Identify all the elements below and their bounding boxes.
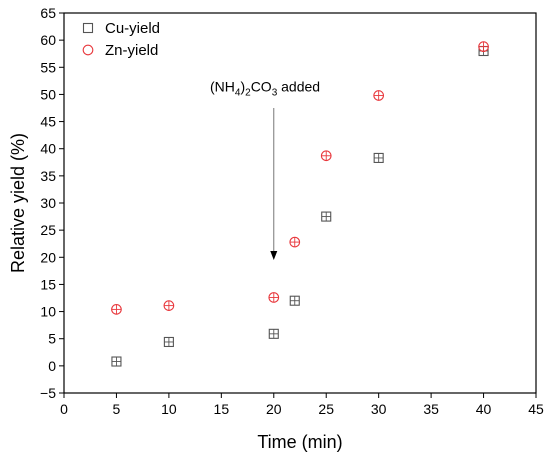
- y-tick-label: 30: [40, 195, 56, 211]
- data-point: [373, 90, 385, 101]
- x-tick-label: 35: [423, 401, 439, 417]
- data-point: [268, 292, 280, 303]
- y-axis-title: Relative yield (%): [8, 133, 28, 273]
- x-tick-label: 45: [528, 401, 544, 417]
- y-tick-label: 20: [40, 249, 56, 265]
- y-tick-label: 10: [40, 304, 56, 320]
- annotation-label: (NH4)2CO3 added: [210, 79, 320, 99]
- data-point: [320, 150, 332, 162]
- x-tick-label: 25: [318, 401, 334, 417]
- x-tick-label: 20: [266, 401, 282, 417]
- data-point: [321, 211, 332, 222]
- legend-label: Cu-yield: [105, 20, 160, 37]
- data-point: [478, 41, 489, 53]
- data-point: [163, 336, 174, 348]
- y-tick-label: 45: [40, 114, 56, 130]
- y-tick-label: 25: [40, 222, 56, 238]
- y-tick-label: 35: [40, 168, 56, 184]
- x-tick-label: 15: [214, 401, 230, 417]
- y-tick-label: 15: [40, 276, 56, 292]
- x-tick-label: 30: [371, 401, 387, 417]
- y-tick-label: 0: [48, 358, 56, 374]
- data-point: [111, 304, 122, 315]
- y-tick-label: 65: [40, 5, 56, 21]
- x-tick-label: 10: [161, 401, 177, 417]
- data-point: [289, 236, 301, 248]
- y-tick-label: 60: [40, 32, 56, 48]
- y-axis: −5 0 5 10 15 20 25 30 35 40 45 50 55 60 65: [40, 5, 64, 401]
- y-tick-label: 5: [48, 331, 56, 347]
- annotation-arrow-head: [270, 251, 278, 260]
- data-point: [163, 300, 175, 311]
- x-tick-label: 40: [476, 401, 492, 417]
- x-tick-label: 5: [113, 401, 121, 417]
- legend: Cu-yield Zn-yield: [82, 20, 160, 59]
- legend-item: Cu-yield: [82, 20, 160, 37]
- y-tick-label: 50: [40, 86, 56, 102]
- data-point: [111, 356, 122, 367]
- y-tick-label: −5: [40, 385, 56, 401]
- data-point: [373, 152, 384, 163]
- annotation: (NH4)2CO3 added: [210, 79, 320, 260]
- data-series: [111, 41, 489, 367]
- x-axis-title: Time (min): [257, 432, 342, 452]
- x-axis: 0 5 10 15 20 25 30 35 40 45: [60, 393, 544, 417]
- legend-item: Zn-yield: [82, 42, 158, 59]
- series-zn-yield: [111, 41, 489, 315]
- y-tick-label: 55: [40, 59, 56, 75]
- legend-marker-circle: [82, 44, 94, 56]
- data-point: [268, 328, 279, 339]
- y-tick-label: 40: [40, 141, 56, 157]
- x-tick-label: 0: [60, 401, 68, 417]
- plot-area: [63, 12, 537, 394]
- data-point: [289, 295, 300, 306]
- legend-label: Zn-yield: [105, 42, 158, 59]
- legend-marker-square: [82, 22, 94, 34]
